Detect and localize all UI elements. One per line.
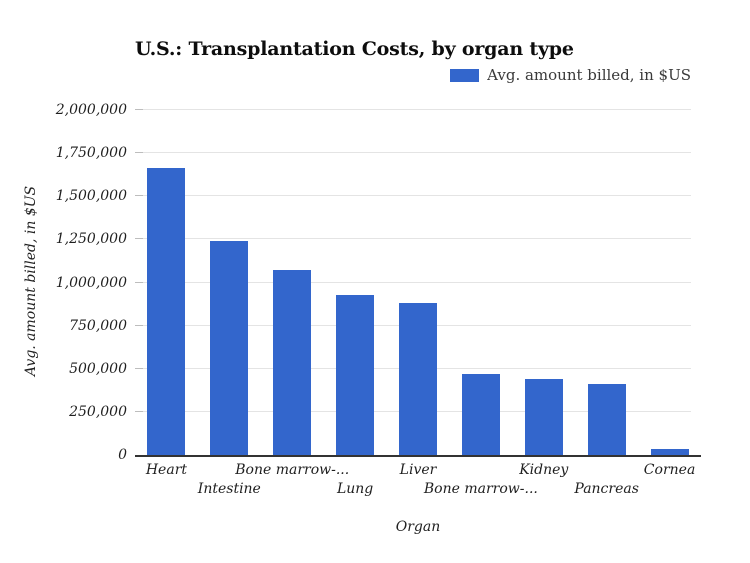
y-axis-tick-label: 750,000 (69, 317, 127, 334)
x-axis-title: Organ (395, 519, 441, 535)
bar-slot (387, 110, 450, 455)
x-axis-category-label: Bone marrow-... (423, 481, 538, 497)
bar-slot (324, 110, 387, 455)
y-axis-tick (135, 410, 143, 412)
bar-bone-marrow (273, 270, 312, 455)
y-axis-tick (135, 324, 143, 326)
bar-bone-marrow (461, 373, 500, 455)
y-axis-tick (135, 152, 143, 154)
bar-liver (399, 303, 437, 455)
x-axis-category-label: Intestine (197, 481, 261, 497)
y-axis-labels: 0 250,000 500,000 750,000 1,000,000 1,250,000… (0, 102, 127, 463)
bar-intestine (210, 240, 249, 455)
x-axis-category-label: Pancreas (574, 481, 639, 497)
y-axis-tick (135, 367, 143, 369)
y-axis-tick-label: 1,250,000 (55, 231, 127, 248)
bar-cornea (650, 449, 689, 455)
bar-kidney (524, 378, 563, 455)
legend-label: Avg. amount billed, in $US (487, 66, 691, 84)
y-axis-tick-label: 1,000,000 (55, 274, 127, 291)
y-axis-tick (135, 238, 143, 240)
y-axis-tick-label: 1,500,000 (55, 188, 127, 205)
gridline (135, 152, 691, 154)
x-axis-category-label: Lung (336, 481, 374, 497)
plot-area (135, 109, 701, 457)
y-axis-tick-label: 500,000 (69, 360, 127, 377)
bar-slot (261, 110, 324, 455)
gridline (135, 195, 691, 197)
bar-slot (575, 110, 638, 455)
bars-layer (135, 110, 701, 455)
y-axis-tick-label: 250,000 (69, 403, 127, 420)
gridline (135, 238, 691, 240)
x-axis-category-label: Kidney (519, 462, 569, 478)
bar-pancreas (587, 384, 626, 455)
bar-lung (336, 294, 375, 455)
y-axis-tick-label: 0 (118, 447, 127, 463)
y-axis-tick (135, 195, 143, 197)
bar-slot (512, 110, 575, 455)
gridline (135, 281, 691, 283)
legend-swatch-icon (450, 68, 480, 82)
gridline (135, 109, 691, 110)
bar-slot (135, 110, 198, 455)
bar-slot (198, 110, 261, 455)
bar-slot (449, 110, 512, 455)
bar-slot (638, 110, 701, 455)
x-axis-labels: Heart Intestine Bone marrow-... Lung Liver Bo… (135, 457, 701, 517)
x-axis-category-label: Bone marrow-... (235, 462, 350, 478)
bar-heart (147, 167, 186, 455)
chart-title: U.S.: Transplantation Costs, by organ ty… (135, 38, 574, 60)
x-axis-category-label: Cornea (643, 462, 696, 478)
x-axis-category-label: Heart (145, 462, 188, 478)
legend: Avg. amount billed, in $US (450, 66, 691, 84)
y-axis-tick-label: 1,750,000 (55, 145, 127, 162)
x-axis-category-label: Liver (399, 462, 437, 478)
y-axis-tick-label: 2,000,000 (55, 102, 127, 118)
y-axis-tick (135, 281, 143, 283)
y-axis-tick (135, 109, 143, 110)
